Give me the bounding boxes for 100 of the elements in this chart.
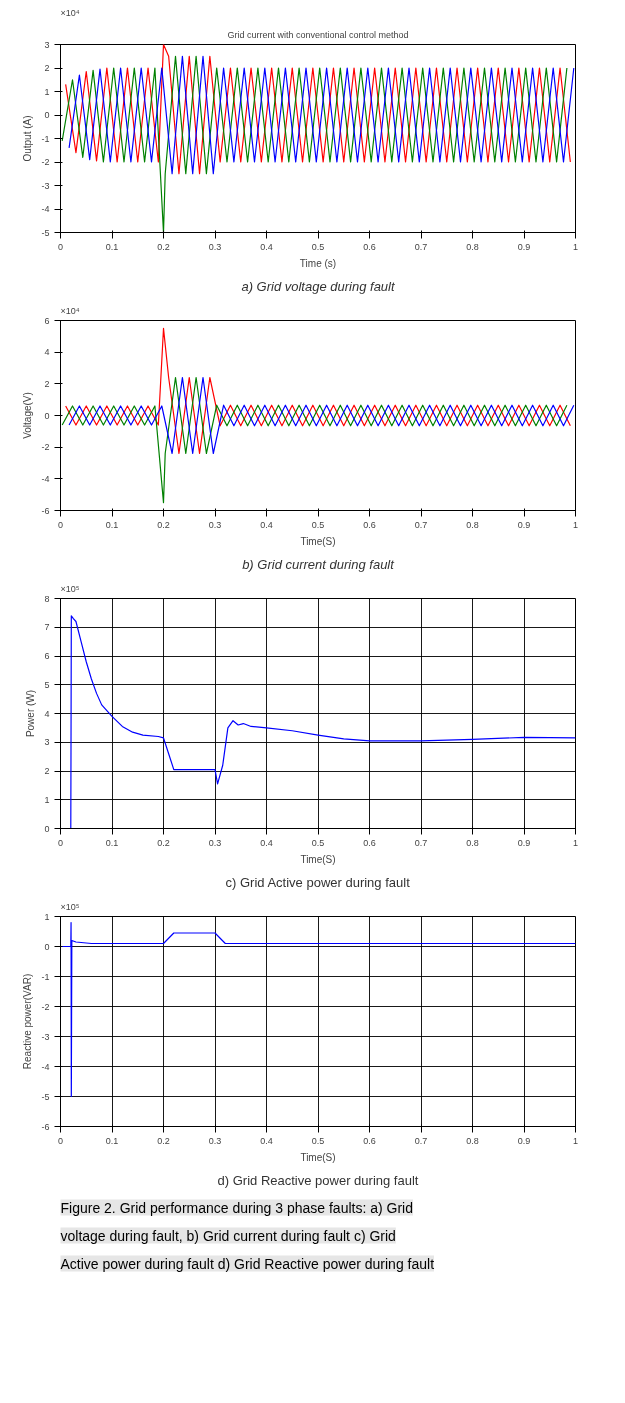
x-tick-label: 0.1: [105, 519, 119, 530]
y-tick-label: 0: [44, 410, 50, 421]
x-tick-label: 0.3: [208, 241, 222, 252]
text: c) Grid Active power during fault: [225, 874, 411, 890]
y-tick-label: -2: [41, 442, 50, 453]
x-axis-title: Time(S): [300, 1151, 336, 1163]
x-tick-label: 0.9: [517, 519, 531, 530]
y-tick-label: 3: [44, 39, 50, 50]
x-tick-label: 0.9: [517, 241, 531, 252]
x-tick-label: 0.4: [260, 241, 273, 252]
x-tick-label: 0.1: [105, 837, 119, 848]
x-tick-label: 0.4: [260, 1135, 273, 1146]
x-tick-label: 0: [58, 241, 64, 252]
text: d) Grid Reactive power during fault: [217, 1172, 419, 1188]
x-axis-title: Time(S): [300, 853, 336, 865]
x-tick-label: 0.9: [517, 837, 531, 848]
x-tick-label: 0.4: [260, 837, 273, 848]
y-tick-label: -2: [41, 1001, 50, 1012]
x-tick-label: 0.8: [466, 1135, 479, 1146]
x-tick-label: 0: [58, 837, 64, 848]
y-tick-label: -5: [41, 1091, 50, 1102]
y-tick-label: -3: [41, 180, 50, 191]
text: a) Grid voltage during fault: [241, 278, 396, 294]
x-tick-label: 0.2: [157, 1135, 170, 1146]
line-series: [68, 376, 575, 455]
x-tick-label: 0.7: [414, 837, 428, 848]
x-tick-label: 0.9: [517, 1135, 531, 1146]
x-tick-label: 0.7: [414, 519, 428, 530]
x-tick-label: 0.5: [311, 837, 325, 848]
y-tick-label: -1: [41, 133, 50, 144]
text: ×10⁴: [60, 7, 80, 18]
x-tick-label: 0.5: [311, 241, 325, 252]
x-tick-label: 0.5: [311, 519, 325, 530]
y-tick-label: 1: [44, 911, 50, 922]
x-tick-label: 0.2: [157, 837, 170, 848]
text: ×10⁴: [60, 305, 80, 316]
y-tick-label: 2: [44, 378, 50, 389]
y-axis-title: Voltage(V): [22, 392, 34, 439]
line-series: [60, 921, 576, 1098]
y-tick-label: 0: [44, 823, 50, 834]
x-tick-label: 0: [58, 519, 64, 530]
y-tick-label: 0: [44, 941, 50, 952]
x-tick-label: 0.7: [414, 1135, 428, 1146]
y-tick-label: 2: [44, 63, 50, 73]
text: b) Grid current during fault: [242, 556, 396, 572]
x-tick-label: 0.6: [363, 241, 376, 252]
x-tick-label: 0.7: [414, 241, 428, 252]
x-tick-label: 0.3: [208, 519, 222, 530]
y-axis-title: Output (A): [22, 115, 34, 162]
x-tick-label: 0.3: [208, 1135, 222, 1146]
x-tick-label: 0.8: [466, 837, 479, 848]
y-axis-title: Reactive power(VAR): [22, 973, 34, 1070]
x-tick-label: 0.6: [363, 1135, 376, 1146]
y-tick-label: 5: [44, 679, 50, 690]
line-series: [61, 376, 568, 504]
x-tick-label: 1: [573, 241, 579, 252]
x-tick-label: 0: [58, 1135, 64, 1146]
y-tick-label: 6: [44, 651, 50, 661]
x-tick-label: 0.8: [466, 241, 479, 252]
y-tick-label: -3: [41, 1031, 50, 1042]
line-series: [65, 327, 571, 455]
y-tick-label: 1: [44, 86, 50, 97]
y-tick-label: -4: [41, 473, 50, 484]
y-tick-label: 1: [44, 794, 50, 805]
y-axis-title: Power (W): [25, 689, 37, 738]
y-tick-label: 3: [44, 737, 50, 748]
y-tick-label: -6: [41, 505, 50, 516]
y-tick-label: 6: [44, 315, 50, 326]
y-tick-label: 2: [44, 766, 50, 776]
x-tick-label: 0.3: [208, 837, 222, 848]
x-tick-label: 0.1: [105, 241, 119, 252]
line-series: [61, 55, 568, 233]
x-axis-title: Time (s): [299, 257, 337, 269]
x-tick-label: 1: [573, 837, 579, 848]
y-tick-label: 0: [44, 110, 50, 120]
x-tick-label: 1: [573, 1135, 579, 1146]
x-tick-label: 0.1: [105, 1135, 119, 1146]
y-tick-label: -2: [41, 157, 50, 167]
chart-title: Grid current with conventional control method: [227, 29, 409, 40]
x-tick-label: 1: [573, 519, 579, 530]
y-tick-label: 4: [44, 708, 50, 719]
x-tick-label: 0.6: [363, 519, 376, 530]
x-axis-title: Time(S): [300, 535, 336, 547]
text: ×10⁵: [60, 583, 80, 594]
x-tick-label: 0.5: [311, 1135, 325, 1146]
y-tick-label: -4: [41, 1061, 50, 1072]
y-tick-label: -4: [41, 204, 50, 214]
x-tick-label: 0.2: [157, 519, 170, 530]
y-tick-label: -5: [41, 227, 50, 238]
y-tick-label: -6: [41, 1121, 50, 1132]
y-tick-label: 8: [44, 593, 50, 604]
y-tick-label: -1: [41, 971, 50, 982]
x-tick-label: 0.6: [363, 837, 376, 848]
y-tick-label: 4: [44, 347, 50, 358]
x-tick-label: 0.8: [466, 519, 479, 530]
y-tick-label: 7: [44, 622, 50, 633]
text: ×10⁵: [60, 901, 80, 912]
x-tick-label: 0.4: [260, 519, 273, 530]
caption: Figure 2. Grid performance during 3 phase faults: a) Grid voltage during fault, b) Grid current during fault c) Grid Active power during fault d) Grid Reactive power during fault: [60, 1199, 435, 1272]
x-tick-label: 0.2: [157, 241, 170, 252]
